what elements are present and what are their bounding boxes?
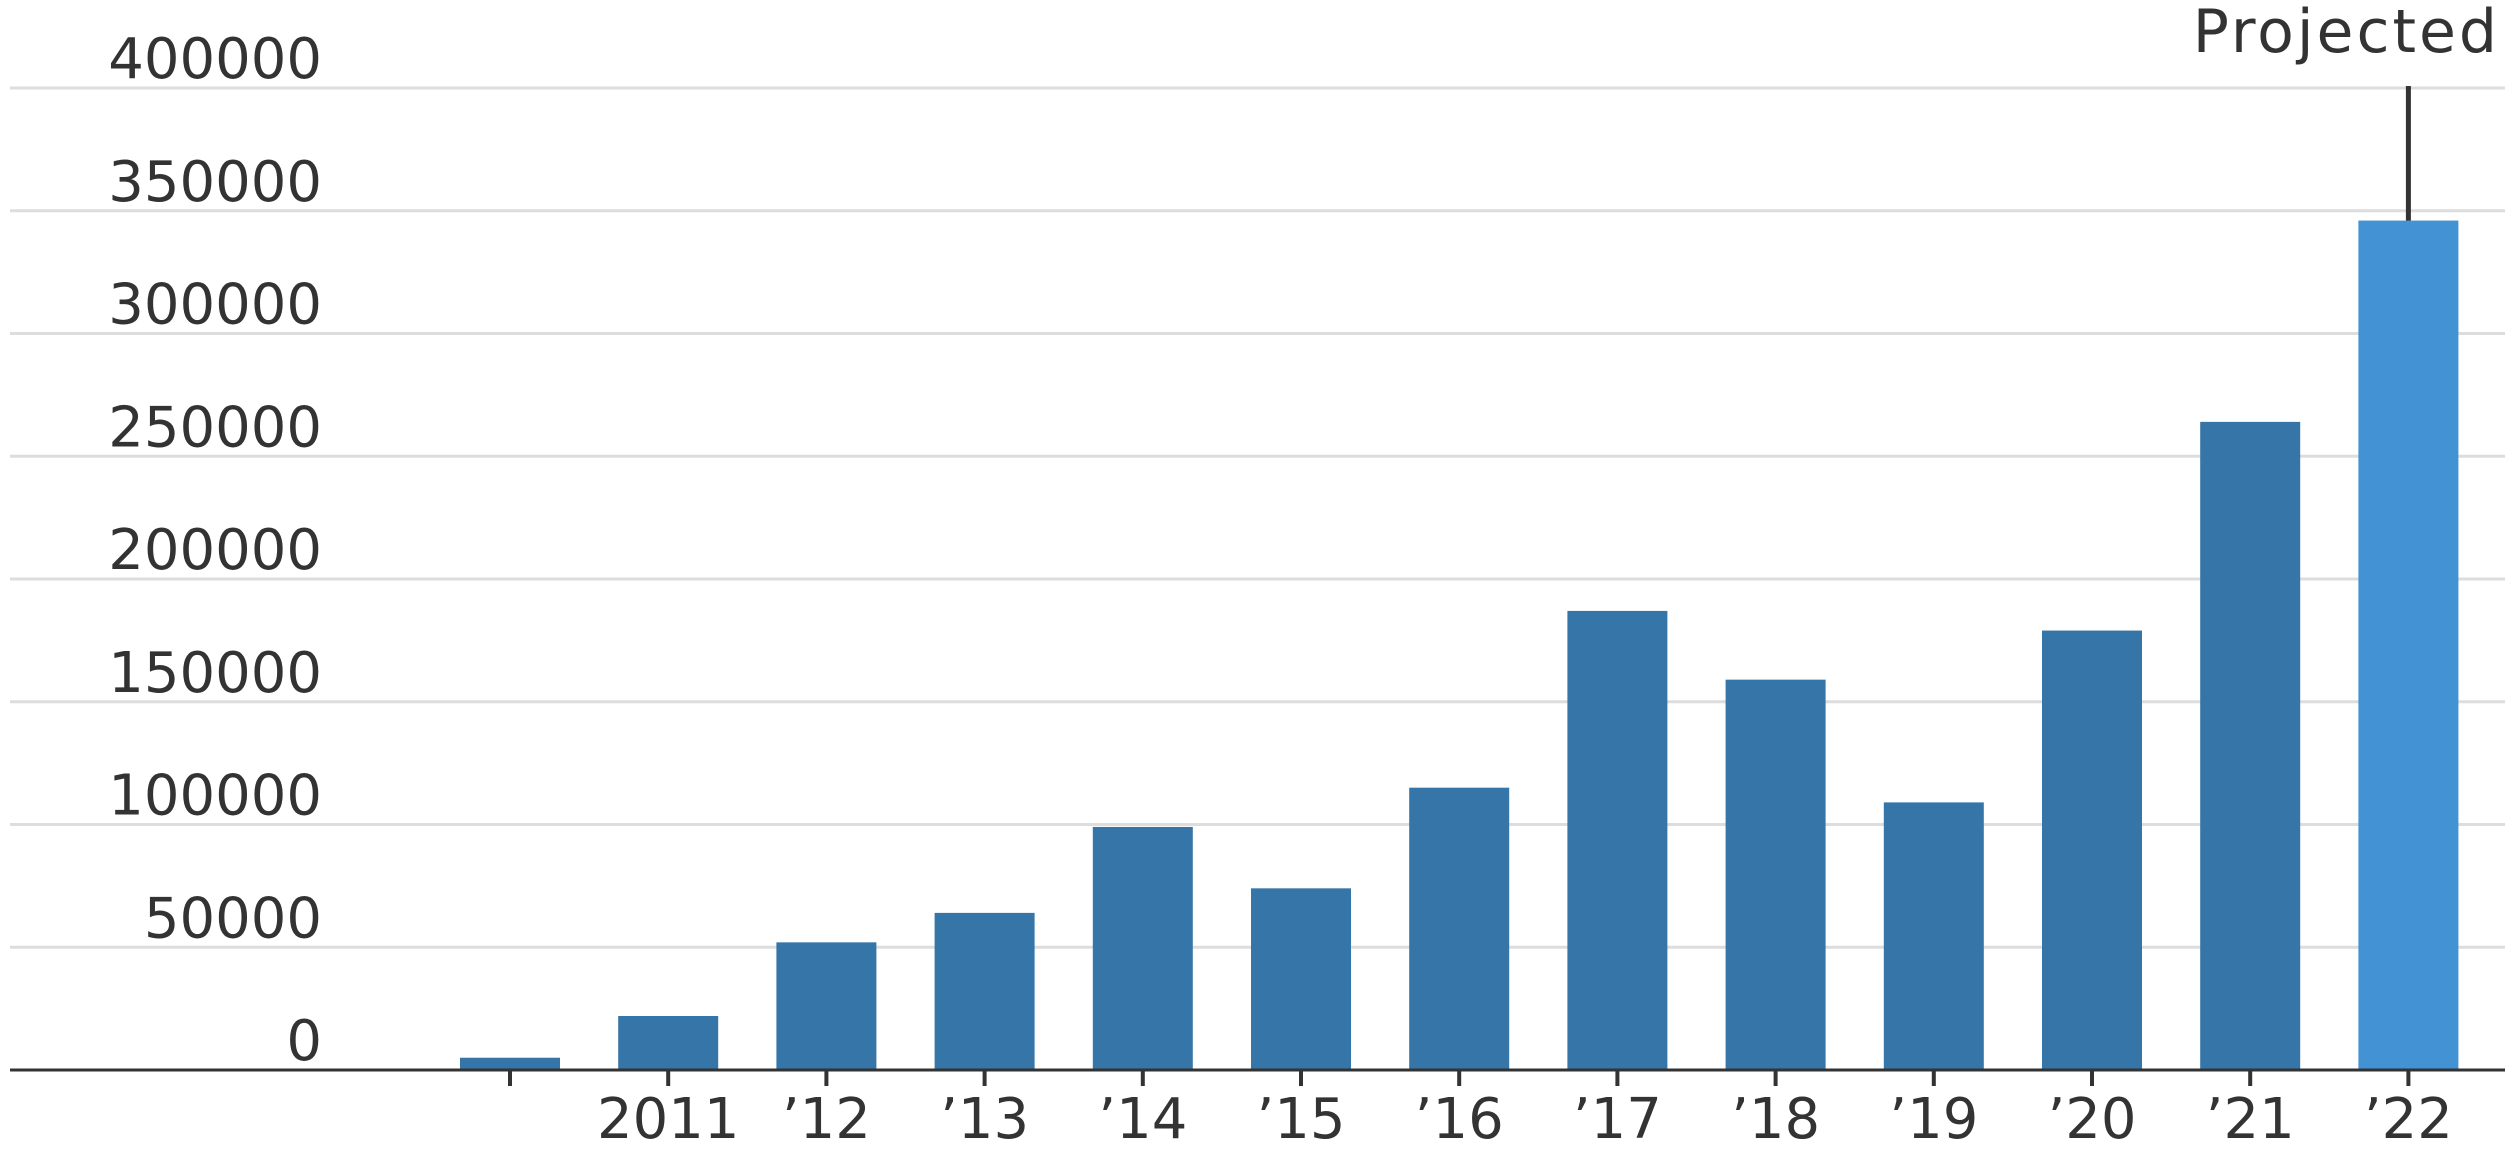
y-tick-label: 100000 (108, 764, 322, 829)
y-tick-label: 200000 (108, 518, 322, 583)
y-tick-label: 50000 (144, 886, 322, 951)
y-tick-label: 250000 (108, 395, 322, 460)
bar (618, 1015, 719, 1070)
bar (1092, 826, 1193, 1070)
bar (1883, 802, 1984, 1070)
bar (934, 912, 1035, 1070)
y-tick-label: 0 (286, 1009, 322, 1074)
x-tick-label: ’21 (2206, 1087, 2295, 1152)
annotation-label: Projected (2193, 0, 2500, 67)
y-tick-label: 350000 (108, 150, 322, 215)
bar (2200, 421, 2301, 1070)
y-axis-ticks: 0 50000 100000 150000 200000 250000 300000 3500… (108, 27, 322, 1074)
x-tick-label: ’12 (782, 1087, 871, 1152)
x-tick-label: ’16 (1415, 1087, 1504, 1152)
x-tick-label: ’20 (2047, 1087, 2136, 1152)
grid-layer (10, 86, 2505, 949)
x-tick-label: ’19 (1889, 1087, 1978, 1152)
x-tick-label: ’13 (940, 1087, 1029, 1152)
x-tick-label: ’15 (1256, 1087, 1345, 1152)
y-tick-label: 400000 (108, 27, 322, 92)
bar (1409, 787, 1510, 1070)
bar (776, 942, 877, 1070)
bar (1251, 888, 1351, 1070)
bar (1725, 679, 1826, 1070)
x-tick-label: ’14 (1098, 1087, 1187, 1152)
y-tick-label: 150000 (108, 641, 322, 706)
x-tick-label: ’17 (1573, 1087, 1662, 1152)
x-tick-label: ’22 (2364, 1087, 2453, 1152)
annotation: Projected (2193, 0, 2500, 221)
x-axis: 2011 ’12 ’13 ’14 ’15 ’16 ’17 ’18 ’19 ’20 ’21 ’22 (10, 1068, 2505, 1152)
bar (1567, 610, 1668, 1070)
bar (2042, 630, 2142, 1070)
x-tick-label: 2011 (597, 1087, 740, 1152)
bar-projected (2358, 220, 2459, 1070)
y-tick-label: 300000 (108, 273, 322, 338)
bar (460, 1057, 560, 1070)
bars (460, 220, 2459, 1070)
x-tick-label: ’18 (1731, 1087, 1820, 1152)
